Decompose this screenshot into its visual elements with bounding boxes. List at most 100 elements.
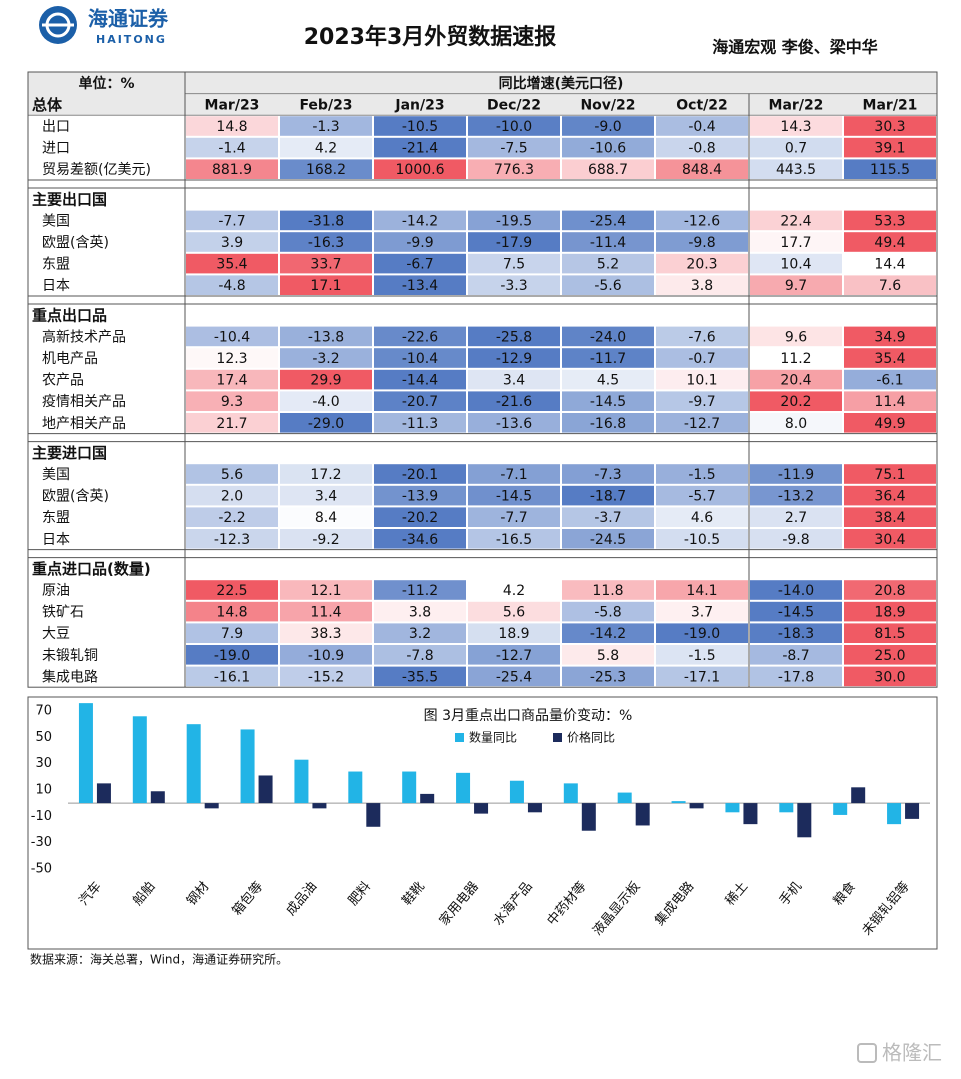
row-label: 贸易差额(亿美元): [42, 162, 151, 178]
cell-bg: [656, 116, 748, 136]
cell-bg: [750, 210, 842, 231]
bar: [402, 771, 417, 804]
chart-frame: [27, 696, 938, 950]
cell: 5.2: [597, 257, 619, 273]
cell: 22.4: [780, 213, 811, 229]
cell: 776.3: [494, 162, 534, 178]
cell-bg: [468, 666, 560, 687]
cell-bg: [656, 275, 748, 295]
cell: 7.6: [879, 278, 901, 294]
cell: 14.1: [686, 583, 717, 599]
cell: 4.2: [315, 141, 337, 157]
cell-bg: [562, 232, 654, 252]
cell: -12.3: [214, 532, 250, 548]
cell: 14.8: [216, 119, 247, 135]
y-tick-label: 10: [35, 782, 52, 797]
cell: -20.1: [402, 467, 438, 483]
cell: -10.5: [402, 119, 438, 135]
cell: 7.9: [221, 626, 243, 642]
authors: 海通宏观 李俊、梁中华: [712, 38, 878, 57]
y-tick-label: 50: [35, 730, 52, 745]
cell: 0.7: [785, 141, 807, 157]
cell: -7.6: [688, 329, 715, 345]
bar: [474, 803, 489, 814]
cell-bg: [468, 210, 560, 231]
cell: -19.5: [496, 213, 532, 229]
cell-bg: [656, 464, 748, 484]
cell-bg: [562, 369, 654, 390]
cell: -16.3: [308, 235, 344, 251]
cell-bg: [656, 623, 748, 643]
cell-bg: [656, 485, 748, 506]
x-tick-label: 肥料: [346, 879, 374, 909]
bar: [456, 772, 471, 804]
bar: [366, 803, 381, 827]
cell: 3.9: [221, 235, 243, 251]
cell-bg: [562, 326, 654, 347]
cell-bg: [186, 645, 278, 665]
bar: [617, 792, 632, 804]
cell: 9.7: [785, 278, 807, 294]
cell: -16.5: [496, 532, 532, 548]
cell: 30.4: [874, 532, 905, 548]
cell: -17.8: [778, 669, 814, 685]
cell: 17.4: [216, 373, 247, 389]
row-label: 东盟: [42, 510, 70, 526]
cell: 36.4: [874, 489, 905, 505]
column-header: Dec/22: [487, 97, 541, 113]
column-header: Mar/22: [769, 97, 824, 113]
x-tick-label: 家用电器: [436, 879, 482, 929]
cell: -2.2: [218, 510, 245, 526]
cell-bg: [186, 232, 278, 252]
cell-bg: [750, 464, 842, 484]
cell-bg: [186, 580, 278, 600]
x-tick-label: 成品油: [284, 879, 321, 919]
y-tick-label: 70: [35, 704, 52, 719]
cell: 443.5: [776, 162, 816, 178]
cell: -4.8: [218, 278, 245, 294]
group-header: 同比增速(美元口径): [499, 75, 624, 92]
cell-bg: [280, 645, 372, 665]
cell: 22.5: [216, 583, 247, 599]
cell-bg: [280, 348, 372, 368]
cell: 29.9: [310, 373, 341, 389]
cell-bg: [186, 210, 278, 231]
cell-bg: [186, 116, 278, 136]
cell-bg: [374, 116, 466, 136]
bar: [132, 716, 147, 804]
x-tick-label: 中药材等: [544, 879, 590, 929]
unit-label: 单位：%: [78, 75, 134, 92]
cell-bg: [844, 601, 936, 622]
cell-bg: [562, 116, 654, 136]
cell: -6.7: [406, 257, 433, 273]
cell-bg: [468, 275, 560, 295]
cell-bg: [186, 485, 278, 506]
chart-title: 图 3月重点出口商品量价变动：%: [424, 708, 633, 724]
cell-bg: [844, 391, 936, 411]
cell: -3.2: [312, 351, 339, 367]
cell: -7.5: [500, 141, 527, 157]
x-tick-label: 集成电路: [652, 879, 698, 929]
cell: -13.2: [778, 489, 814, 505]
cell-bg: [280, 413, 372, 433]
cell: 11.8: [592, 583, 623, 599]
cell-bg: [280, 210, 372, 231]
bar: [150, 791, 165, 804]
cell-bg: [186, 413, 278, 433]
bar: [527, 803, 542, 813]
cell: -11.7: [590, 351, 626, 367]
cell: 38.4: [874, 510, 905, 526]
cell-bg: [374, 413, 466, 433]
cell-bg: [562, 137, 654, 158]
cell-bg: [656, 413, 748, 433]
cell: -14.5: [496, 489, 532, 505]
cell: 115.5: [870, 162, 910, 178]
cell-bg: [186, 369, 278, 390]
cell-bg: [468, 326, 560, 347]
cell-bg: [186, 137, 278, 158]
cell-bg: [374, 275, 466, 295]
column-header: Oct/22: [676, 97, 728, 113]
section-title: 重点出口品: [32, 306, 107, 324]
cell-bg: [750, 137, 842, 158]
cell-bg: [280, 580, 372, 600]
